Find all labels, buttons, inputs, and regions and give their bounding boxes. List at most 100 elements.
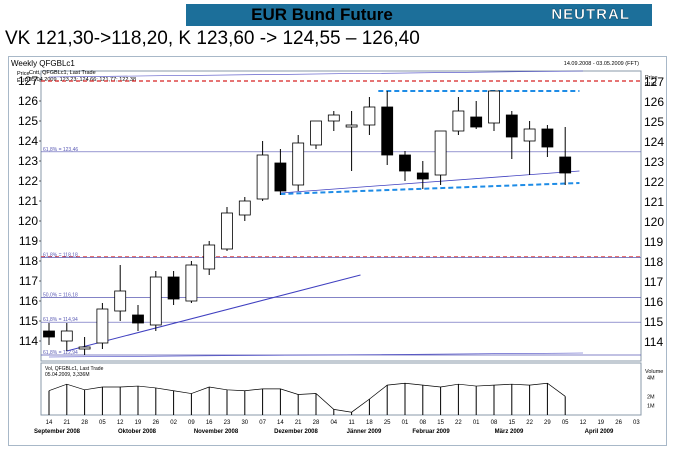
price-axis-label-right: Price [645,75,658,81]
candle-up [488,90,500,124]
x-tick-label: 29 [544,420,551,426]
x-tick-label: 26 [615,420,622,426]
x-tick-label: 19 [135,420,142,426]
candle-up [345,124,358,128]
x-tick-label: 19 [597,420,604,426]
candle-up [185,264,198,302]
x-tick-label: 28 [81,420,88,426]
y-tick-label-left: 114 [19,334,38,348]
volume-panel [40,362,642,416]
candle-up [292,142,305,186]
x-tick-label: 01 [473,420,480,426]
fib-level-label: 61,8% = 123,46 [43,147,78,153]
title-bar: EUR Bund Future NEUTRAL [186,4,652,26]
fib-level-label: 50,0% = 116,18 [43,292,78,298]
y-tick-label-right: 125 [644,115,664,129]
y-tick-label-left: 121 [18,194,38,208]
candle-down [541,128,554,148]
month-label: September 2008 [34,429,81,435]
x-tick-label: 15 [508,420,515,426]
month-label: Dezember 2008 [274,429,318,435]
instrument-title: EUR Bund Future [251,5,393,24]
x-tick-label: 07 [259,420,266,426]
y-tick-label-right: 126 [644,95,664,109]
y-tick-label-right: 123 [644,155,664,169]
candle-up [203,244,216,270]
chart-frame: Weekly QFGBLc1 14.09.2008 - 03.05.2009 (F… [8,56,667,446]
x-tick-label: 25 [384,420,391,426]
y-tick-label-right: 117 [644,275,663,289]
y-tick-label-left: 120 [18,214,38,228]
y-tick-label-left: 122 [18,174,38,188]
volume-axis-label: Volume [645,369,663,375]
candle-down [43,330,55,338]
y-tick-label-right: 121 [644,195,664,209]
date-range: 14.09.2008 - 03.05.2009 (FFT) [564,61,639,67]
rising-trendline [66,274,361,352]
candle-up [96,308,109,344]
x-tick-label: 28 [313,420,320,426]
month-label: Jänner 2009 [347,429,382,435]
y-tick-label-left: 119 [19,234,38,248]
x-tick-label: 02 [170,420,177,426]
candle-up [114,290,127,312]
x-tick-label: 05 [99,420,106,426]
y-tick-label-right: 120 [644,215,664,229]
price-axis-unit-right: EUR [645,82,657,88]
candle-down [399,154,411,172]
support-dashed-line [280,182,580,195]
candle-up [221,212,233,250]
price-panel [40,70,642,362]
y-tick-label-right: 118 [644,255,663,269]
month-label: November 2008 [194,429,239,435]
x-tick-label: 12 [580,420,587,426]
x-tick-label: 14 [46,420,53,426]
candle-up [238,200,251,216]
candle-up [434,130,447,176]
x-tick-label: 15 [437,420,444,426]
volume-tick-label: 4M [647,376,655,382]
status-label: NEUTRAL [551,6,630,23]
x-tick-label: 05 [562,420,569,426]
fib-level-label: 61,8% = 112,94 [43,350,78,356]
x-tick-label: 23 [224,420,231,426]
candle-down [505,114,518,138]
y-tick-label-left: 116 [19,294,38,308]
fib-level-label: 61,8% = 114,94 [43,317,78,323]
month-label: März 2009 [495,429,524,435]
x-tick-label: 16 [206,420,213,426]
y-tick-label-left: 115 [19,314,38,328]
lower-channel-line [48,352,584,358]
candle-down [167,276,180,300]
x-tick-label: 21 [63,420,70,426]
y-tick-label-right: 119 [644,235,663,249]
upper-channel-line [48,70,584,78]
x-tick-label: 22 [526,420,533,426]
candle-down [132,314,144,324]
candle-down [416,172,429,180]
y-tick-label-left: 123 [18,154,38,168]
volume-line [48,382,566,413]
price-axis-label-left: Price [17,71,30,77]
candlestick-chart[interactable]: Weekly QFGBLc1 14.09.2008 - 03.05.2009 (F… [9,57,668,447]
y-tick-label-left: 127 [18,74,38,88]
y-tick-label-right: 124 [644,135,664,149]
candle-up [60,330,73,342]
x-tick-label: 26 [152,420,159,426]
candle-down [470,116,483,128]
volume-legend-series: Vol, QFGBLc1, Last Trade [45,366,104,372]
price-axis-unit-left: EUR [17,78,29,84]
candle-up [149,276,162,326]
y-tick-label-left: 126 [18,94,38,108]
y-tick-label-left: 125 [18,114,38,128]
x-tick-label: 14 [277,420,284,426]
x-tick-label: 12 [117,420,124,426]
candle-down [559,156,572,174]
candle-down [381,106,394,156]
x-tick-label: 18 [366,420,373,426]
chart-title: Weekly QFGBLc1 [11,59,75,68]
month-label: Oktober 2008 [118,429,157,435]
x-tick-label: 22 [455,420,462,426]
y-tick-label-left: 117 [19,274,38,288]
